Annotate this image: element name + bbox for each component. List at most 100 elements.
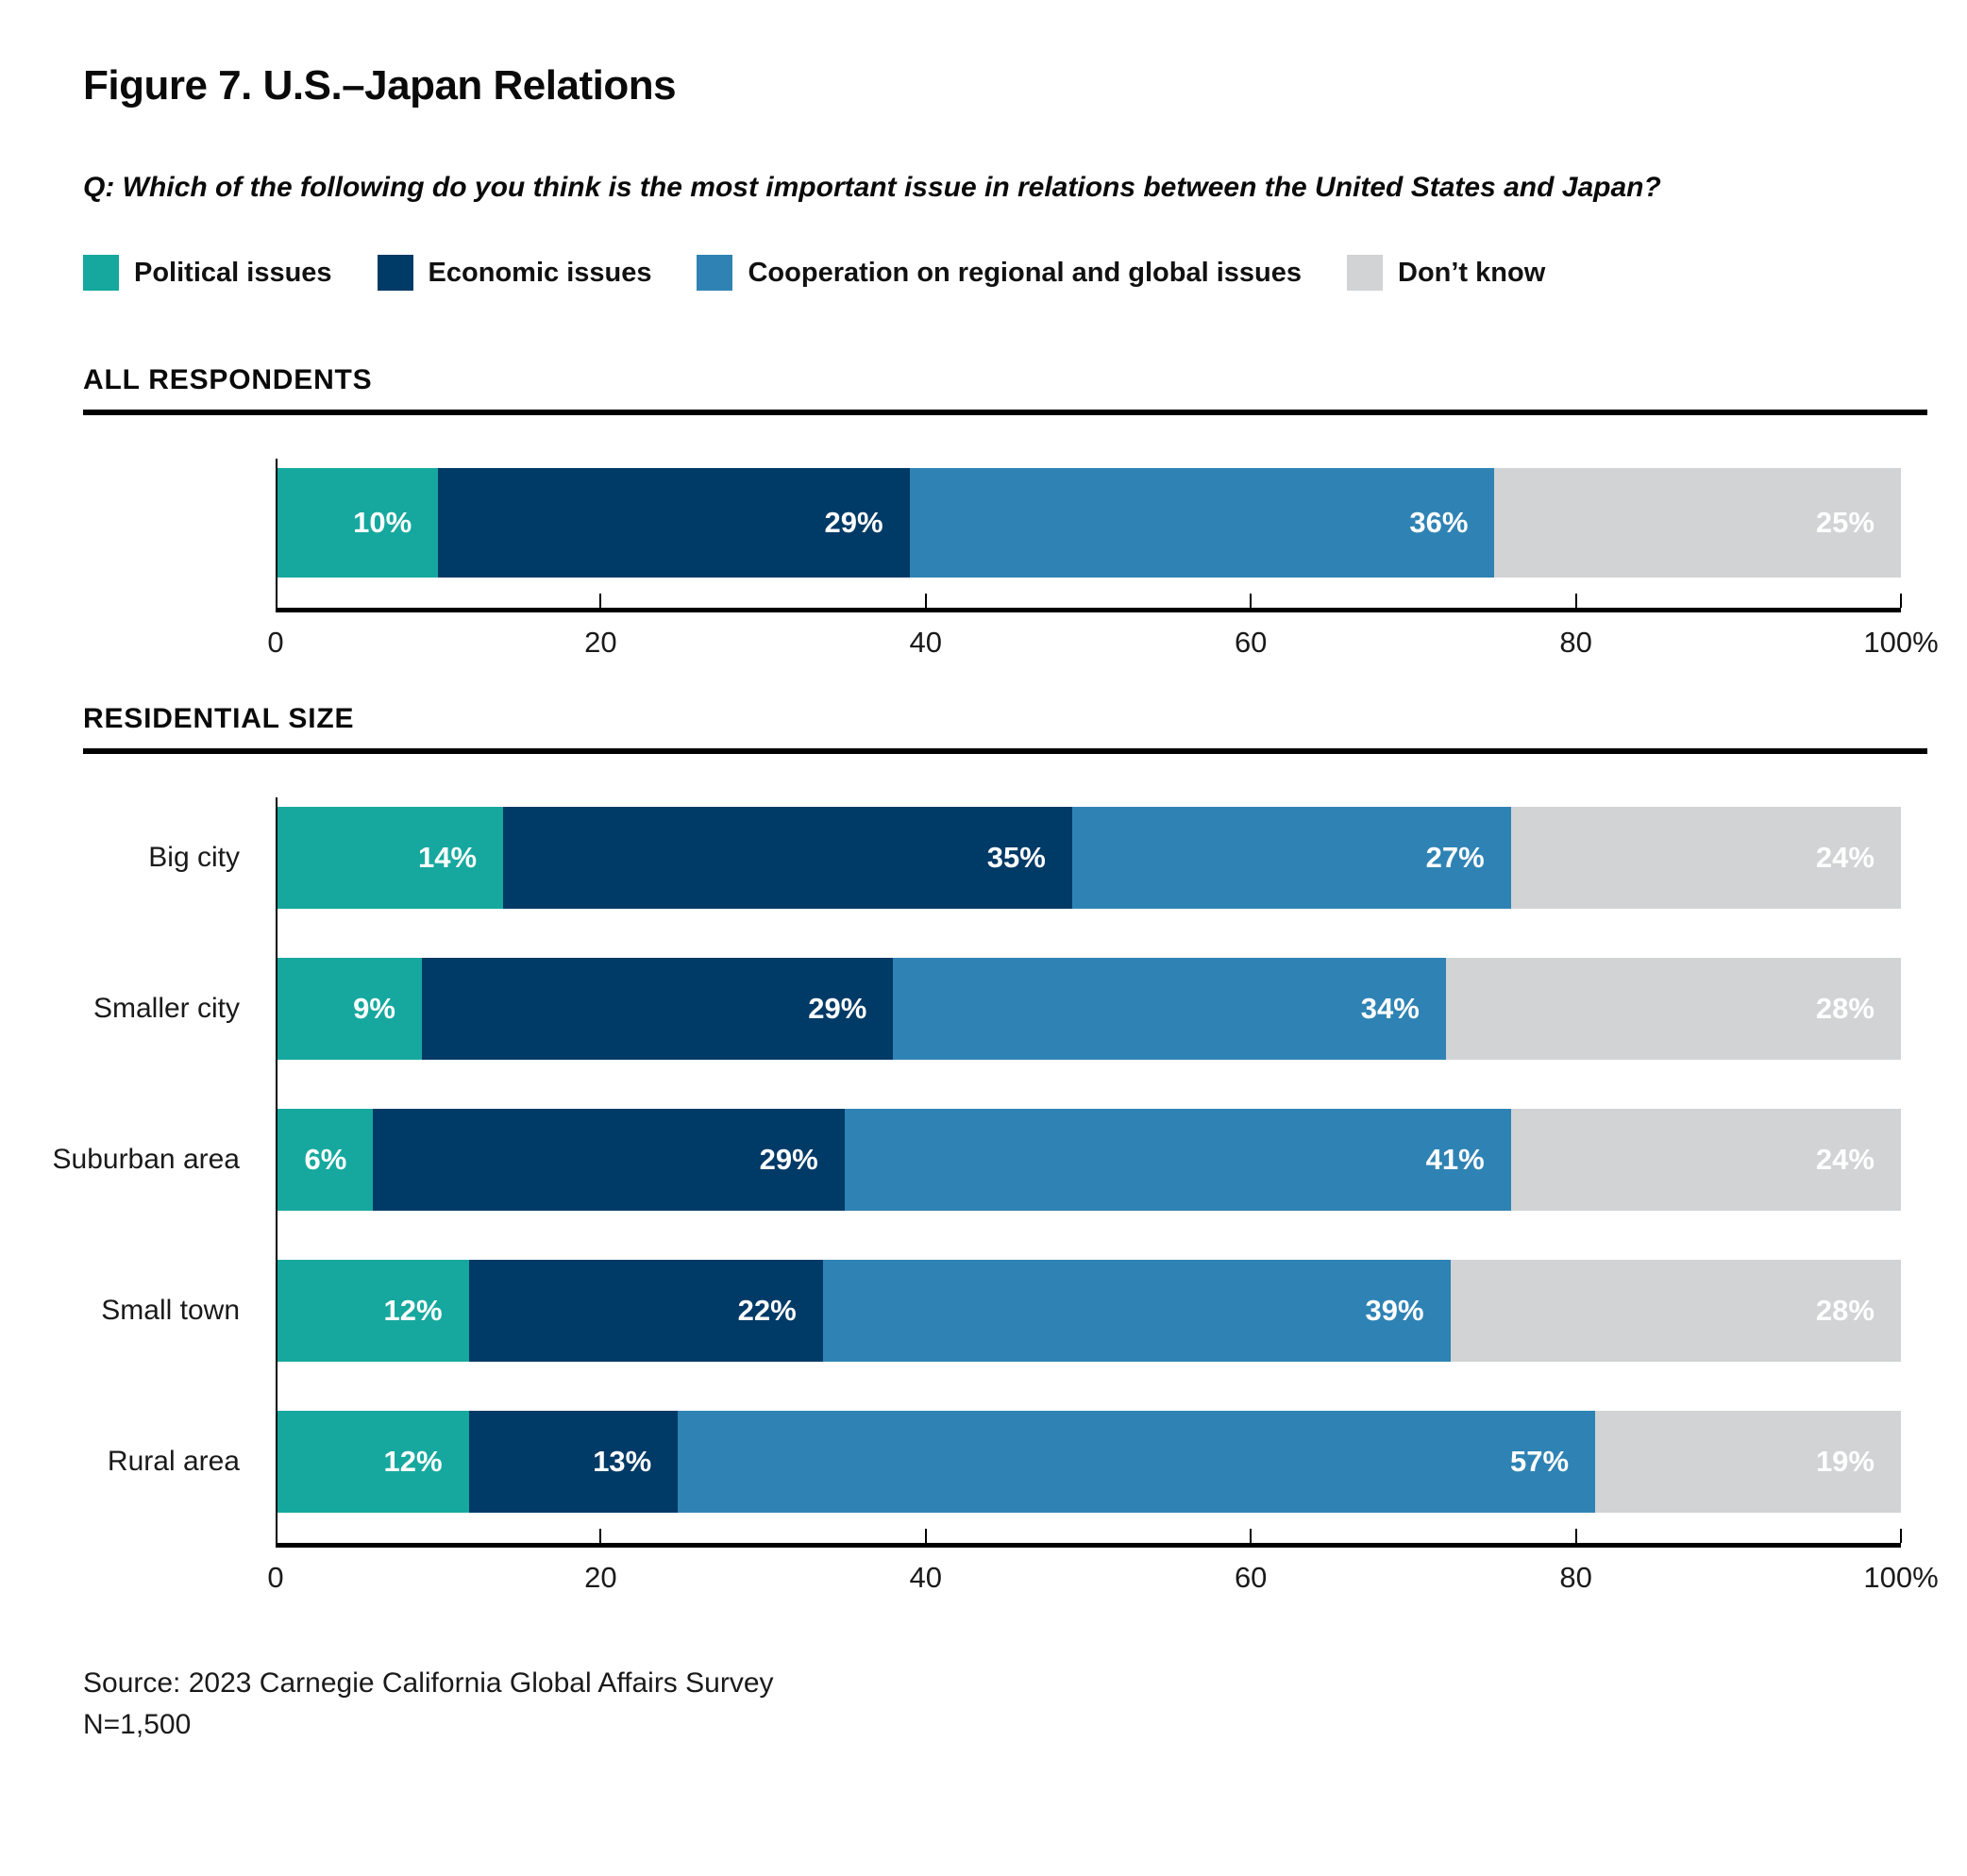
- bar-segment: 14%: [276, 807, 504, 909]
- axis-tick-label: 20: [584, 626, 617, 659]
- bar-segment: 12%: [276, 1411, 469, 1513]
- value-label: 12%: [383, 1294, 443, 1327]
- legend-label: Don’t know: [1398, 257, 1546, 288]
- x-axis-line: [276, 1543, 1901, 1548]
- source-text: Source: 2023 Carnegie California Global …: [83, 1667, 774, 1699]
- axis-tick: [1574, 1529, 1577, 1543]
- axis-tick-label: 80: [1559, 626, 1592, 659]
- axis-tick: [1900, 1529, 1902, 1543]
- plot-main: 10% 29% 36% 25%: [276, 459, 1902, 612]
- value-label: 28%: [1815, 1294, 1875, 1327]
- bar-segment: 35%: [503, 807, 1072, 909]
- section-rule: [83, 410, 1927, 415]
- legend-swatch: [377, 255, 413, 291]
- value-label: 24%: [1815, 1143, 1875, 1176]
- stacked-bar: 12% 22% 39% 28%: [276, 1260, 1901, 1362]
- legend-swatch: [83, 255, 119, 291]
- bar-segment: 29%: [438, 468, 910, 578]
- value-label: 28%: [1815, 992, 1875, 1025]
- category-label: Big city: [148, 842, 240, 873]
- axis-tick-label: 80: [1559, 1561, 1592, 1594]
- tick-labels-row: 0 20 40 60 80 100%: [267, 612, 1938, 659]
- legend: Political issues Economic issues Cooperati…: [83, 255, 1927, 291]
- bar-segment: 9%: [276, 958, 422, 1060]
- category-label: Rural area: [107, 1446, 240, 1477]
- bar-segment: 24%: [1510, 807, 1901, 909]
- value-label: 13%: [593, 1445, 652, 1478]
- legend-label: Political issues: [134, 257, 332, 288]
- legend-item: Cooperation on regional and global issue…: [697, 255, 1302, 291]
- bar-segment: 57%: [678, 1411, 1596, 1513]
- value-label: 29%: [759, 1143, 818, 1176]
- axis-tick: [599, 1529, 602, 1543]
- axis-tick-label: 60: [1234, 1561, 1268, 1594]
- axis-tick-label: 0: [267, 626, 284, 659]
- bar-segment: 27%: [1071, 807, 1511, 909]
- stacked-bar: 6% 29% 41% 24%: [276, 1109, 1901, 1211]
- stacked-bar: 10% 29% 36% 25%: [276, 468, 1901, 578]
- bars-group: 14% 35% 27% 24% 9% 29% 34% 28% 6% 29% 41% 24% 12% 22%…: [276, 807, 1901, 1513]
- x-axis-line: [276, 608, 1901, 612]
- bar-segment: 28%: [1450, 1260, 1901, 1362]
- value-label: 19%: [1815, 1445, 1875, 1478]
- section-all-respondents: ALL RESPONDENTS 10% 29% 36% 25% 0 20 40 60 80 100…: [83, 364, 1939, 659]
- value-label: 35%: [986, 841, 1046, 874]
- bar-segment: 13%: [468, 1411, 679, 1513]
- bar-segment: 41%: [844, 1109, 1511, 1211]
- figure-title: Figure 7. U.S.–Japan Relations: [83, 62, 677, 109]
- value-label: 10%: [353, 506, 412, 539]
- bar-segment: 22%: [468, 1260, 823, 1362]
- section-rule: [83, 748, 1927, 754]
- value-label: 24%: [1815, 841, 1875, 874]
- axis-tick-label: 100%: [1863, 1561, 1939, 1594]
- tick-strip: [276, 1513, 1902, 1543]
- value-label: 29%: [824, 506, 883, 539]
- axis-tick: [1900, 594, 1902, 608]
- category-label: [83, 468, 276, 578]
- value-label: 34%: [1360, 992, 1420, 1025]
- category-label: Smaller city: [92, 993, 240, 1024]
- axis-tick-label: 0: [267, 1561, 284, 1594]
- legend-swatch: [697, 255, 733, 291]
- value-label: 9%: [353, 992, 395, 1025]
- axis-tick: [1574, 594, 1577, 608]
- y-axis-line: [276, 459, 277, 612]
- bar-segment: 39%: [822, 1260, 1451, 1362]
- bar-segment: 28%: [1445, 958, 1901, 1060]
- value-label: 6%: [304, 1143, 347, 1176]
- axis-tick-label: 60: [1234, 626, 1268, 659]
- stacked-bar: 12% 13% 57% 19%: [276, 1411, 1901, 1513]
- sample-size-text: N=1,500: [83, 1709, 192, 1740]
- bar-segment: 19%: [1595, 1411, 1901, 1513]
- bar-segment: 10%: [276, 468, 439, 578]
- value-label: 14%: [418, 841, 478, 874]
- axis-tick: [1250, 594, 1252, 608]
- stacked-bar: 14% 35% 27% 24%: [276, 807, 1901, 909]
- value-label: 57%: [1510, 1445, 1570, 1478]
- chart-all-respondents: 10% 29% 36% 25% 0 20 40 60 80 100%: [83, 459, 1939, 659]
- legend-swatch: [1347, 255, 1383, 291]
- chart-body: Big city Smaller city Suburban area Small t…: [53, 797, 1939, 1594]
- survey-question: Q: Which of the following do you think i…: [83, 172, 1661, 203]
- legend-item: Economic issues: [377, 255, 651, 291]
- bar-segment: 25%: [1494, 468, 1901, 578]
- tick-strip: [276, 578, 1902, 608]
- bars-group: 10% 29% 36% 25%: [276, 468, 1901, 578]
- category-labels-column: [83, 459, 276, 658]
- legend-label: Cooperation on regional and global issue…: [748, 257, 1302, 288]
- value-label: 39%: [1365, 1294, 1424, 1327]
- bar-segment: 36%: [909, 468, 1495, 578]
- bar-segment: 24%: [1510, 1109, 1901, 1211]
- axis-tick: [599, 594, 602, 608]
- axis-tick-label: 40: [909, 626, 943, 659]
- chart-residential-size: Big city Smaller city Suburban area Small t…: [53, 797, 1939, 1594]
- value-label: 25%: [1815, 506, 1875, 539]
- section-title-residential-size: RESIDENTIAL SIZE: [83, 703, 355, 734]
- value-label: 36%: [1409, 506, 1469, 539]
- bar-segment: 12%: [276, 1260, 469, 1362]
- section-residential-size: RESIDENTIAL SIZE Big city Smaller city Sub…: [53, 703, 1939, 1594]
- chart-body: 10% 29% 36% 25% 0 20 40 60 80 100%: [83, 459, 1939, 659]
- value-label: 41%: [1425, 1143, 1485, 1176]
- source-block: Source: 2023 Carnegie California Global …: [83, 1663, 1927, 1746]
